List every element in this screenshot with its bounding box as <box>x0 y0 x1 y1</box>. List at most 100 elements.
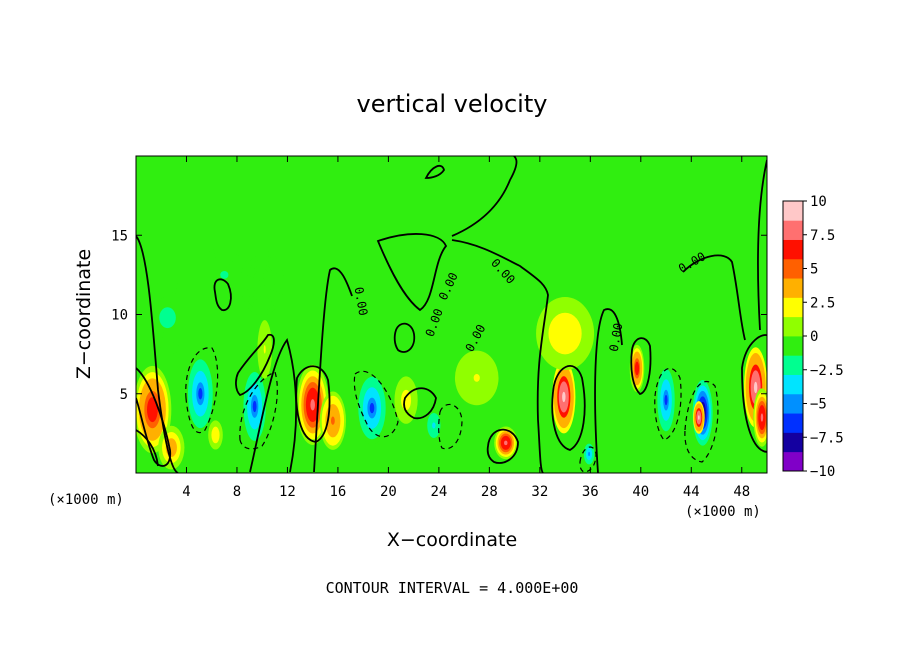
velocity-cell <box>760 413 764 422</box>
velocity-field <box>136 247 767 470</box>
contour-zero-line <box>424 164 445 179</box>
velocity-cell <box>149 403 156 416</box>
contour-high-line <box>741 334 767 453</box>
colorbar-tick-label: 10 <box>810 194 827 210</box>
velocity-cell <box>473 374 480 382</box>
contour-negative-line <box>353 370 399 438</box>
contour-zero-line <box>376 233 448 312</box>
velocity-cell <box>252 400 257 413</box>
contour-negative-line <box>438 403 463 450</box>
contour-label: 0.00 <box>607 322 626 353</box>
contour-zero-line <box>682 254 746 341</box>
contour-negative-lines <box>185 347 719 473</box>
contour-high-line <box>295 365 331 443</box>
velocity-cell <box>560 328 570 339</box>
contour-high-line <box>486 428 519 464</box>
contour-zero-line <box>451 156 518 237</box>
contour-negative-line <box>185 347 219 433</box>
y-tick-label: 15 <box>111 228 128 244</box>
contour-high-line <box>630 337 652 395</box>
velocity-cell <box>220 270 229 279</box>
velocity-cell <box>198 388 203 400</box>
velocity-cell <box>369 402 375 414</box>
velocity-cell <box>259 278 266 288</box>
colorbar-swatch <box>783 451 803 472</box>
colorbar: 10 7.5 5 2.5 0 −2.5 −5 −7.5 −10 <box>782 194 844 480</box>
contour-negative-line <box>684 380 719 463</box>
y-tick-label: 10 <box>111 308 128 324</box>
x-axis: 4 8 12 16 20 24 28 32 36 40 44 48 <box>182 156 750 500</box>
contour-zero-line <box>235 333 275 397</box>
x-tick-label: 40 <box>632 484 649 500</box>
x-tick-label: 20 <box>380 484 397 500</box>
velocity-cell <box>636 364 639 372</box>
x-tick-label: 36 <box>582 484 599 500</box>
contour-interval-note: CONTOUR INTERVAL = 4.000E+00 <box>326 579 579 597</box>
colorbar-swatch <box>783 374 803 395</box>
x-tick-label: 32 <box>531 484 548 500</box>
velocity-cell <box>310 399 315 411</box>
contour-negative-line <box>654 367 682 441</box>
colorbar-tick-label: −2.5 <box>810 363 844 379</box>
colorbar-swatch <box>783 220 803 240</box>
contour-lines <box>136 156 767 473</box>
colorbar-tick-label: 5 <box>810 262 818 278</box>
contour-zero-line <box>249 338 298 473</box>
contour-zero-line <box>393 322 416 353</box>
colorbar-swatch <box>783 355 803 375</box>
velocity-cell <box>562 391 566 403</box>
x-tick-label: 8 <box>233 484 241 500</box>
colorbar-swatch <box>783 297 803 318</box>
x-tick-label: 24 <box>430 484 447 500</box>
velocity-cell <box>330 416 335 425</box>
colorbar-tick-label: −5 <box>810 397 827 413</box>
contour-high-line <box>136 367 172 467</box>
velocity-cell <box>753 381 758 394</box>
x-unit-right: (×1000 m) <box>685 504 761 520</box>
x-tick-label: 28 <box>481 484 498 500</box>
y-axis-label: Z−coordinate <box>73 249 95 379</box>
contour-zero-line <box>757 159 767 331</box>
contour-zero-line <box>213 278 232 311</box>
contour-high-line <box>551 365 586 451</box>
x-axis-label: X−coordinate <box>387 529 517 551</box>
contour-negative-line <box>239 371 278 450</box>
colorbar-swatch <box>783 336 803 356</box>
colorbar-swatch <box>783 393 803 414</box>
colorbar-tick-label: 7.5 <box>810 228 835 244</box>
colorbar-swatch <box>783 432 803 453</box>
contour-negative-line <box>579 446 597 473</box>
contour-label: 0.00 <box>352 286 371 317</box>
chart-title: vertical velocity <box>357 90 548 118</box>
velocity-cell <box>664 394 668 406</box>
x-tick-label: 4 <box>182 484 190 500</box>
colorbar-tick-label: 0 <box>810 329 818 345</box>
plot-area: 0.00 0.00 0.00 0.00 0.00 0.00 0.00 <box>136 156 767 473</box>
velocity-cell <box>214 432 217 438</box>
velocity-cell <box>263 345 266 354</box>
colorbar-tick-label: −7.5 <box>810 430 844 446</box>
x-tick-label: 16 <box>329 484 346 500</box>
x-unit-left: (×1000 m) <box>48 492 124 508</box>
colorbar-swatch <box>783 258 803 279</box>
contour-zero-line <box>313 267 353 473</box>
colorbar-swatch <box>783 413 803 433</box>
velocity-cell <box>504 440 508 446</box>
x-tick-label: 48 <box>733 484 750 500</box>
colorbar-tick-label: −10 <box>810 464 835 480</box>
y-tick-label: 5 <box>120 387 128 403</box>
colorbar-swatch <box>783 278 803 298</box>
x-tick-label: 44 <box>683 484 700 500</box>
colorbar-tick-label: 2.5 <box>810 295 835 311</box>
colorbar-swatch <box>783 239 803 260</box>
contour-high-line <box>136 429 159 467</box>
velocity-cell <box>163 312 172 323</box>
colorbar-swatch <box>783 201 803 221</box>
velocity-cell <box>698 415 700 420</box>
velocity-cell <box>588 451 591 457</box>
contour-zero-line <box>403 387 437 420</box>
contour-zero-line <box>451 239 549 473</box>
y-axis: 5 10 15 <box>111 228 767 403</box>
x-tick-label: 12 <box>279 484 296 500</box>
